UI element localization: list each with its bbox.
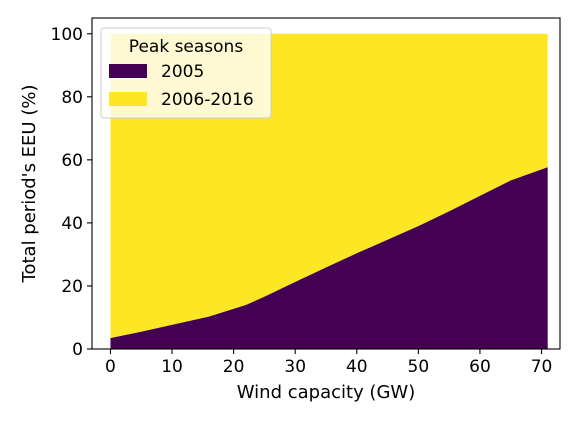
x-tick-label: 60	[469, 357, 491, 377]
x-tick-label: 30	[284, 357, 306, 377]
x-tick-label: 70	[531, 357, 553, 377]
legend-items: 2005 2006-2016	[109, 62, 254, 110]
y-axis-label: Total period's EEU (%)	[19, 85, 40, 284]
y-tick-label: 20	[61, 277, 83, 297]
legend-swatch	[109, 64, 147, 78]
x-axis-label: Wind capacity (GW)	[237, 382, 415, 403]
y-tick-label: 0	[72, 340, 83, 360]
area-series-0	[110, 167, 548, 349]
legend-label: 2005	[161, 62, 204, 82]
legend: Peak seasons 2005 2006-2016	[100, 27, 272, 119]
legend-swatch	[109, 92, 147, 106]
x-tick-label: 20	[223, 357, 245, 377]
x-tick-label: 0	[105, 357, 116, 377]
x-tick-label: 50	[408, 357, 430, 377]
y-tick-label: 60	[61, 151, 83, 171]
plot-frame	[91, 17, 561, 350]
y-axis: 0 20 40 60 80 100	[51, 25, 92, 360]
legend-label: 2006-2016	[161, 90, 254, 110]
y-tick-label: 80	[61, 88, 83, 108]
y-tick-label: 100	[51, 25, 83, 45]
x-tick-label: 10	[161, 357, 183, 377]
x-tick-label: 40	[346, 357, 368, 377]
y-tick-label: 40	[61, 214, 83, 234]
legend-title: Peak seasons	[129, 37, 244, 57]
x-axis: 0 10 20 30 40 50 60 70	[105, 349, 552, 377]
